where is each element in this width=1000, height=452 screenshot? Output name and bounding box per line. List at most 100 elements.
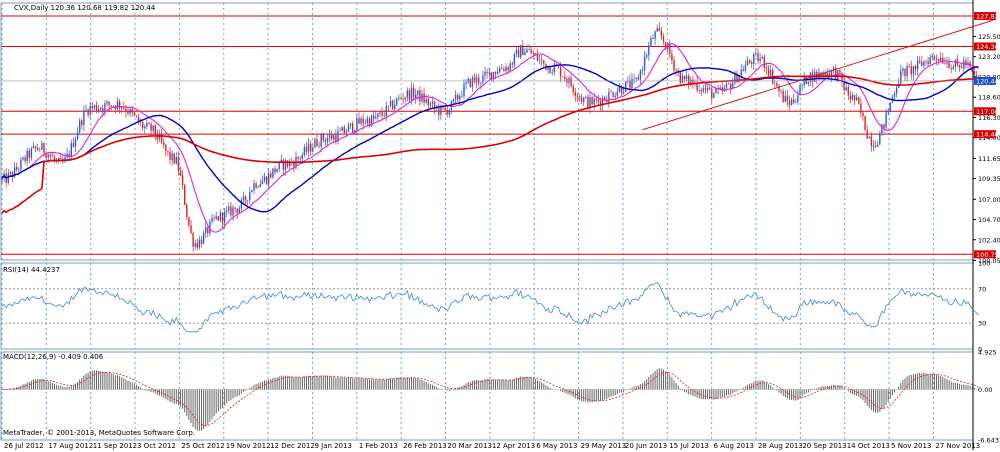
y-tick-label: 102.40 [978,236,1000,244]
candle-body [866,130,868,139]
candle-body [517,49,520,58]
candle-body [921,61,923,66]
candle-body [950,68,952,69]
candle-body [341,127,343,131]
candle-body [257,186,259,188]
candle-body [507,67,509,71]
candle-body [331,135,333,140]
candle-body [522,45,524,56]
candle-body [860,103,862,113]
candle-body [763,57,765,68]
candle-body [496,72,499,75]
level-label: 127.82 [976,13,999,21]
candle-body [265,176,268,184]
candle-body [202,233,205,244]
ma-fast-line [1,42,979,233]
candle-body [108,101,110,106]
x-tick-label: 11 Sep 2012 [93,442,137,450]
candle-body [230,206,232,216]
x-tick-label: 12 Dec 2012 [270,442,315,450]
y-tick-label: 116.30 [978,114,1000,122]
candle-body [608,91,610,102]
candle-body [320,134,322,147]
candle-body [118,101,121,108]
candle-body [427,99,429,106]
candle-body [444,108,446,110]
candle-body [337,131,339,142]
candle-body [368,118,371,126]
candle-body [774,83,776,84]
candle-body [589,97,591,108]
candle-body [910,66,912,75]
candle-body [725,83,728,88]
candle-body [673,60,675,71]
candle-body [307,143,310,152]
candle-body [604,97,606,101]
candle-body [520,45,522,58]
x-tick-label: 14 Oct 2013 [847,442,890,450]
candle-body [559,66,562,77]
macd-tick-label: 4.925 [978,349,997,357]
candle-body [349,123,352,126]
candle-body [89,105,91,115]
candle-body [877,144,879,147]
candle-body [853,94,856,100]
candle-body [389,100,392,106]
candle-body [784,95,786,102]
candle-body [412,87,415,98]
level-label-bg [974,12,996,21]
candle-body [646,55,648,57]
candle-body [501,68,503,70]
candle-body [347,125,350,132]
candle-body [893,93,896,97]
candle-body [396,98,398,105]
candle-body [215,216,217,219]
candle-body [515,49,518,54]
candle-body [734,73,736,83]
chart-header: CVX,Daily 120.36 120.68 119.82 120.44 [14,4,156,12]
y-tick-label: 118.60 [978,94,1000,102]
candle-body [154,125,156,136]
candle-body [268,173,270,184]
candle-body [360,118,362,124]
candle-body [391,100,394,109]
candle-body [74,139,77,147]
candle-body [394,104,396,109]
candle-body [83,110,85,125]
candle-body [238,208,240,213]
candle-body [255,183,257,188]
candle-body [585,96,587,98]
candle-body [914,66,917,70]
candle-body [593,98,595,105]
candle-body [700,89,702,92]
candle-body [942,57,944,64]
level-label: 100.75 [976,251,999,259]
candle-body [669,43,671,55]
x-tick-label: 26 Jul 2012 [4,442,44,450]
candle-body [858,97,860,104]
candle-body [454,95,457,99]
candle-body [641,70,644,71]
candle-body [803,76,805,86]
candle-body [719,87,721,90]
candle-body [286,160,289,167]
candle-body [923,61,925,66]
candle-body [954,60,957,67]
candle-body [601,97,604,106]
level-label: 114.40 [976,131,999,139]
candle-body [490,72,492,80]
candle-body [398,97,400,99]
candle-body [895,87,898,94]
x-tick-label: 25 Oct 2012 [181,442,224,450]
candle-body [494,71,497,75]
footer-copyright: MetaTrader, © 2001-2013, MetaQuotes Soft… [3,429,195,437]
candle-body [849,95,852,100]
candle-body [887,111,889,113]
candle-body [963,60,965,69]
candle-body [158,134,161,140]
y-tick-label: 123.20 [978,53,1000,61]
candle-body [818,72,820,79]
y-tick-label: 114.00 [978,134,1000,142]
candle-body [184,185,186,205]
